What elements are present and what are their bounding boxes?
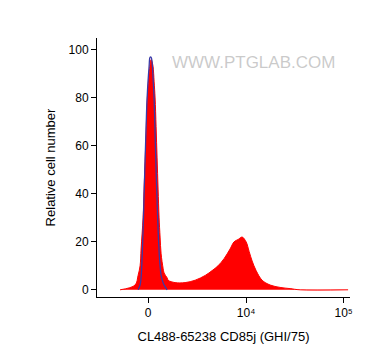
svg-text:10⁵: 10⁵ (335, 306, 353, 320)
svg-text:100: 100 (69, 43, 89, 57)
svg-text:20: 20 (75, 235, 89, 249)
svg-text:10⁴: 10⁴ (237, 306, 256, 320)
svg-text:0: 0 (82, 283, 89, 297)
svg-text:40: 40 (75, 187, 89, 201)
svg-text:WWW.PTGLAB.COM: WWW.PTGLAB.COM (172, 53, 335, 72)
svg-text:60: 60 (75, 139, 89, 153)
svg-text:80: 80 (75, 91, 89, 105)
svg-text:CL488-65238 CD85j (GHI/75): CL488-65238 CD85j (GHI/75) (138, 329, 310, 344)
svg-text:Relative cell number: Relative cell number (43, 108, 58, 226)
svg-text:0: 0 (145, 306, 152, 320)
